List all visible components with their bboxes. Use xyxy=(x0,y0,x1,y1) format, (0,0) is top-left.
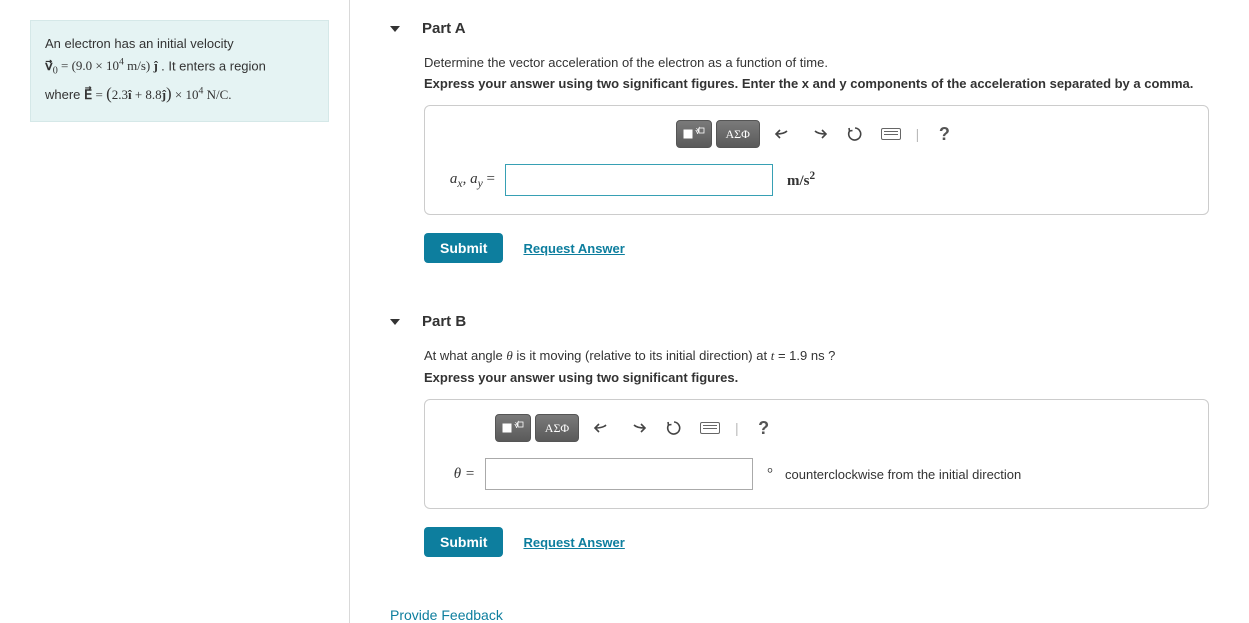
request-answer-link[interactable]: Request Answer xyxy=(523,535,624,550)
submit-button[interactable]: Submit xyxy=(424,233,503,263)
part-b-header[interactable]: Part B xyxy=(390,293,1209,348)
keyboard-button[interactable] xyxy=(697,415,723,441)
undo-button[interactable] xyxy=(770,121,796,147)
part-a-var-label: ax, ay = xyxy=(445,171,505,190)
caret-down-icon xyxy=(390,26,400,32)
reset-button[interactable] xyxy=(842,121,868,147)
part-a-input-row: ax, ay = m/s2 xyxy=(425,160,1208,196)
templates-button[interactable]: x √ xyxy=(676,120,712,148)
help-button[interactable]: ? xyxy=(751,415,777,441)
caret-down-icon xyxy=(390,319,400,325)
reset-icon xyxy=(847,126,863,142)
part-a-directions: Express your answer using two significan… xyxy=(424,76,1209,91)
part-b-answer-box: x √ ΑΣΦ xyxy=(424,399,1209,509)
part-b-suffix: counterclockwise from the initial direct… xyxy=(773,467,1021,482)
problem-text-3: where xyxy=(45,87,84,102)
reset-button[interactable] xyxy=(661,415,687,441)
problem-text-1: An electron has an initial velocity xyxy=(45,36,234,51)
part-b-unit: ° xyxy=(753,466,773,483)
undo-button[interactable] xyxy=(589,415,615,441)
part-b-body: At what angle θ is it moving (relative t… xyxy=(390,348,1209,587)
part-a-title: Part A xyxy=(422,20,466,37)
help-button[interactable]: ? xyxy=(931,121,957,147)
symbols-label: ΑΣΦ xyxy=(545,421,569,436)
part-b-input-row: θ = ° counterclockwise from the initial … xyxy=(425,454,1208,490)
keyboard-icon xyxy=(700,422,720,434)
part-b-toolbar: x √ ΑΣΦ xyxy=(425,400,1208,454)
part-a-toolbar: x √ ΑΣΦ xyxy=(425,106,1208,160)
request-answer-link[interactable]: Request Answer xyxy=(523,241,624,256)
redo-icon xyxy=(629,421,647,435)
part-b-instruction: At what angle θ is it moving (relative t… xyxy=(424,348,1209,364)
part-a-answer-input[interactable] xyxy=(505,164,773,196)
undo-icon xyxy=(774,127,792,141)
symbols-label: ΑΣΦ xyxy=(725,127,749,142)
templates-icon: x √ xyxy=(502,420,524,436)
reset-icon xyxy=(666,420,682,436)
redo-button[interactable] xyxy=(806,121,832,147)
part-b-var-label: θ = xyxy=(445,466,485,483)
toolbar-separator: | xyxy=(733,420,741,436)
symbols-button[interactable]: ΑΣΦ xyxy=(716,120,760,148)
toolbar-separator: | xyxy=(914,126,922,142)
answer-panel: Part A Determine the vector acceleration… xyxy=(350,0,1249,623)
problem-statement: An electron has an initial velocity v⃗0 … xyxy=(30,20,329,122)
part-a-unit: m/s2 xyxy=(773,170,815,190)
part-b-directions: Express your answer using two significan… xyxy=(424,370,1209,385)
symbols-button[interactable]: ΑΣΦ xyxy=(535,414,579,442)
keyboard-button[interactable] xyxy=(878,121,904,147)
help-icon: ? xyxy=(758,418,769,439)
part-a-body: Determine the vector acceleration of the… xyxy=(390,55,1209,293)
keyboard-icon xyxy=(881,128,901,140)
templates-icon: x √ xyxy=(683,126,705,142)
part-b-title: Part B xyxy=(422,313,466,330)
submit-button[interactable]: Submit xyxy=(424,527,503,557)
undo-icon xyxy=(593,421,611,435)
part-b-actions: Submit Request Answer xyxy=(424,527,1209,557)
part-a-instruction: Determine the vector acceleration of the… xyxy=(424,55,1209,70)
redo-icon xyxy=(810,127,828,141)
part-a-header[interactable]: Part A xyxy=(390,0,1209,55)
part-b-answer-input[interactable] xyxy=(485,458,753,490)
redo-button[interactable] xyxy=(625,415,651,441)
problem-panel: An electron has an initial velocity v⃗0 … xyxy=(0,0,350,623)
provide-feedback-link[interactable]: Provide Feedback xyxy=(390,587,1209,623)
templates-button[interactable]: x √ xyxy=(495,414,531,442)
help-icon: ? xyxy=(939,124,950,145)
part-a-answer-box: x √ ΑΣΦ xyxy=(424,105,1209,215)
part-a-actions: Submit Request Answer xyxy=(424,233,1209,263)
problem-text-2: . It enters a region xyxy=(161,58,266,73)
